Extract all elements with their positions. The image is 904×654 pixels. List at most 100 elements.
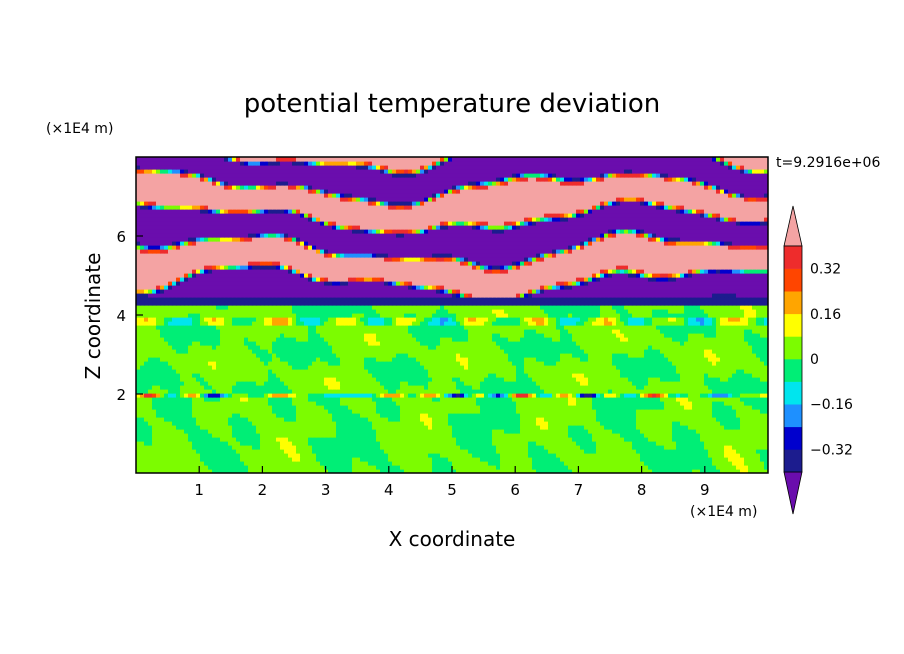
- heatmap-cell: [188, 461, 193, 466]
- heatmap-cell: [388, 441, 393, 446]
- heatmap-cell: [468, 385, 473, 390]
- heatmap-cell: [580, 357, 585, 362]
- heatmap-cell: [724, 361, 729, 366]
- heatmap-cell: [508, 425, 513, 430]
- heatmap-cell: [664, 365, 669, 370]
- heatmap-cell: [556, 373, 561, 378]
- heatmap-cell: [616, 353, 621, 358]
- heatmap-cell: [732, 425, 737, 430]
- heatmap-cell: [516, 461, 521, 466]
- heatmap-cell: [496, 465, 501, 470]
- heatmap-cell: [396, 345, 401, 350]
- heatmap-cell: [560, 445, 565, 450]
- heatmap-cell: [452, 401, 457, 406]
- heatmap-cell: [256, 345, 261, 350]
- heatmap-cell: [468, 437, 473, 442]
- heatmap-cell: [348, 429, 353, 434]
- heatmap-cell: [136, 345, 141, 350]
- heatmap-cell: [264, 349, 269, 354]
- heatmap-cell: [460, 353, 465, 358]
- heatmap-cell: [712, 365, 717, 370]
- heatmap-cell: [484, 433, 489, 438]
- heatmap-cell: [212, 389, 217, 394]
- heatmap-cell: [400, 381, 405, 386]
- heatmap-cell: [212, 445, 217, 450]
- heatmap-cell: [444, 365, 449, 370]
- heatmap-cell: [732, 445, 737, 450]
- heatmap-cell: [660, 453, 665, 458]
- heatmap-cell: [284, 453, 289, 458]
- heatmap-cell: [200, 409, 205, 414]
- heatmap-cell: [428, 381, 433, 386]
- heatmap-cell: [516, 465, 521, 470]
- heatmap-cell: [388, 421, 393, 426]
- heatmap-cell: [172, 409, 177, 414]
- heatmap-cell: [496, 349, 501, 354]
- heatmap-cell: [384, 461, 389, 466]
- heatmap-cell: [380, 421, 385, 426]
- heatmap-cell: [564, 425, 569, 430]
- heatmap-cell: [412, 401, 417, 406]
- heatmap-cell: [156, 429, 161, 434]
- heatmap-cell: [448, 449, 453, 454]
- heatmap-cell: [304, 381, 309, 386]
- heatmap-cell: [508, 461, 513, 466]
- heatmap-cell: [192, 457, 197, 462]
- heatmap-cell: [400, 393, 405, 398]
- heatmap-cell: [424, 449, 429, 454]
- heatmap-cell: [700, 449, 705, 454]
- heatmap-cell: [136, 369, 141, 374]
- heatmap-cell: [388, 361, 393, 366]
- heatmap-cell: [428, 385, 433, 390]
- heatmap-cell: [548, 465, 553, 470]
- heatmap-cell: [176, 457, 181, 462]
- heatmap-cell: [336, 377, 341, 382]
- heatmap-cell: [572, 357, 577, 362]
- heatmap-cell: [548, 441, 553, 446]
- heatmap-cell: [356, 437, 361, 442]
- heatmap-cell: [608, 469, 613, 473]
- heatmap-cell: [764, 441, 768, 446]
- heatmap-cell: [332, 393, 337, 398]
- heatmap-cell: [432, 401, 437, 406]
- heatmap-cell: [364, 437, 369, 442]
- heatmap-cell: [592, 461, 597, 466]
- heatmap-cell: [648, 373, 653, 378]
- heatmap-cell: [452, 349, 457, 354]
- heatmap-cell: [540, 365, 545, 370]
- heatmap-cell: [416, 365, 421, 370]
- heatmap-cell: [492, 449, 497, 454]
- heatmap-cell: [448, 421, 453, 426]
- heatmap-cell: [548, 365, 553, 370]
- heatmap-cell: [588, 445, 593, 450]
- heatmap-cell: [420, 393, 425, 398]
- heatmap-cell: [624, 357, 629, 362]
- heatmap-cell: [144, 417, 149, 422]
- heatmap-cell: [184, 353, 189, 358]
- heatmap-cell: [380, 429, 385, 434]
- heatmap-cell: [424, 389, 429, 394]
- heatmap-cell: [580, 409, 585, 414]
- heatmap-cell: [612, 437, 617, 442]
- heatmap-cell: [152, 389, 157, 394]
- heatmap-cell: [748, 373, 753, 378]
- heatmap-cell: [140, 349, 145, 354]
- heatmap-cell: [652, 401, 657, 406]
- heatmap-cell: [700, 401, 705, 406]
- heatmap-cell: [400, 353, 405, 358]
- heatmap-cell: [344, 441, 349, 446]
- heatmap-cell: [668, 453, 673, 458]
- heatmap-cell: [600, 349, 605, 354]
- heatmap-cell: [368, 405, 373, 410]
- heatmap-cell: [588, 417, 593, 422]
- heatmap-cell: [756, 381, 761, 386]
- heatmap-cell: [144, 345, 149, 350]
- heatmap-cell: [480, 457, 485, 462]
- heatmap-cell: [452, 465, 457, 470]
- heatmap-cell: [684, 433, 689, 438]
- heatmap-cell: [712, 445, 717, 450]
- heatmap-cell: [316, 465, 321, 470]
- heatmap-cell: [684, 429, 689, 434]
- heatmap-cell: [340, 413, 345, 418]
- heatmap-cell: [560, 389, 565, 394]
